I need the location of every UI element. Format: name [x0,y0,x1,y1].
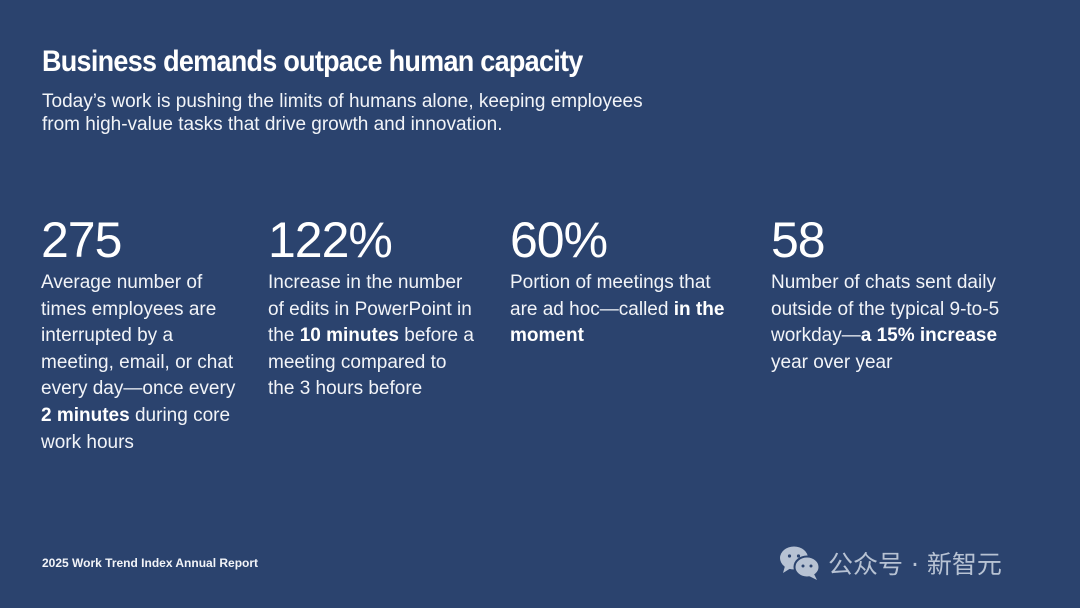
wechat-icon [778,545,822,581]
stat-text: Portion of meetings that are ad hoc—call… [510,272,711,320]
stat-after-hours-chats: 58 Number of chats sent daily outside of… [771,210,1011,376]
stat-text: Increase in the number of edits in Power… [268,272,472,347]
slide-subtitle: Today’s work is pushing the limits of hu… [42,91,643,135]
stat-value: 275 [41,212,122,268]
stat-value: 58 [771,212,826,268]
stat-description: Average number of times employees are in… [41,270,241,456]
stat-highlight: a 15% increase [860,325,998,347]
watermark: 公众号 · 新智元 [778,545,1002,581]
stat-highlight: 2 minutes [41,404,130,426]
stat-text: Number of chats sent daily outside of th… [771,272,1000,347]
stat-interruptions: 275 Average number of times employees ar… [41,210,241,456]
stat-description: Increase in the number of edits in Power… [268,270,478,403]
stat-highlight: 10 minutes [299,325,399,347]
stat-text: during core work hours [41,404,231,453]
report-footer: 2025 Work Trend Index Annual Report [42,556,259,570]
stat-highlight: in the moment [510,298,725,347]
watermark-text: 公众号 · 新智元 [828,550,1002,579]
stat-powerpoint-edits: 122% Increase in the number of edits in … [268,210,478,403]
stat-text: year over year [771,351,893,373]
slide-title: Business demands outpace human capacity [42,45,583,78]
stat-description: Number of chats sent daily outside of th… [771,270,1011,376]
stat-text: Average number of times employees are in… [41,272,236,400]
stat-value: 60% [510,212,608,268]
stat-ad-hoc-meetings: 60% Portion of meetings that are ad hoc—… [510,210,740,350]
stat-description: Portion of meetings that are ad hoc—call… [510,270,740,350]
stat-value: 122% [268,212,393,268]
stat-text: before a meeting compared to the 3 hours… [268,325,474,400]
